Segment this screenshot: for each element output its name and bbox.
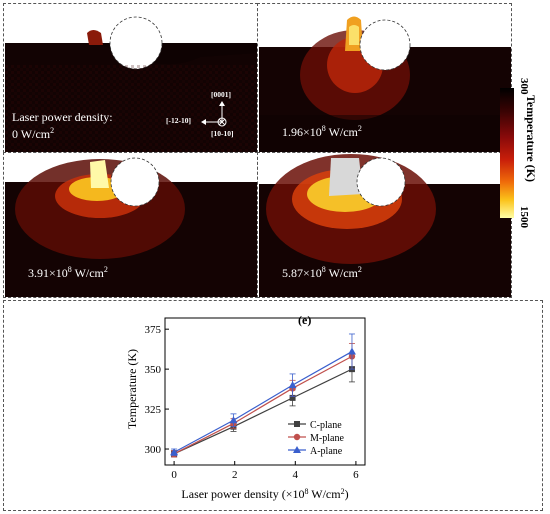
axis-label-left: [-12-10] xyxy=(166,116,191,125)
colorbar-min-label: 300 xyxy=(518,78,530,95)
panel-label-a: (a) xyxy=(8,8,24,23)
axis-label-up: [0001] xyxy=(211,90,231,99)
caption-a: 0 W/cm2 xyxy=(12,126,55,141)
caption-a-line1: Laser power density: xyxy=(12,110,113,124)
simulation-panel-c xyxy=(5,154,257,297)
temperature-map-b xyxy=(259,16,511,152)
caption-b: 1.96×108 W/cm2 xyxy=(282,124,362,139)
panel-label-c: (c) xyxy=(8,156,23,171)
colorbar-title: Temperature (K) xyxy=(524,95,538,182)
colorbar-max-label: 1500 xyxy=(518,206,530,228)
crystal-axes-icon xyxy=(201,101,227,127)
panel-frame-d xyxy=(257,152,512,298)
caption-c: 3.91×108 W/cm2 xyxy=(28,265,108,280)
simulation-panel-d xyxy=(259,154,511,297)
caption-d: 5.87×108 W/cm2 xyxy=(282,265,362,280)
chart-frame xyxy=(3,300,543,511)
axis-label-into: [10-10] xyxy=(211,129,234,138)
panel-label-b: (b) xyxy=(262,8,278,23)
simulation-panel-b xyxy=(259,5,511,152)
temperature-map-a xyxy=(5,16,257,152)
simulation-panel-a xyxy=(5,5,257,152)
temperature-map-c xyxy=(5,157,257,297)
panel-label-d: (d) xyxy=(262,156,278,171)
temperature-colorbar xyxy=(500,88,514,218)
temperature-map-d xyxy=(259,154,511,297)
